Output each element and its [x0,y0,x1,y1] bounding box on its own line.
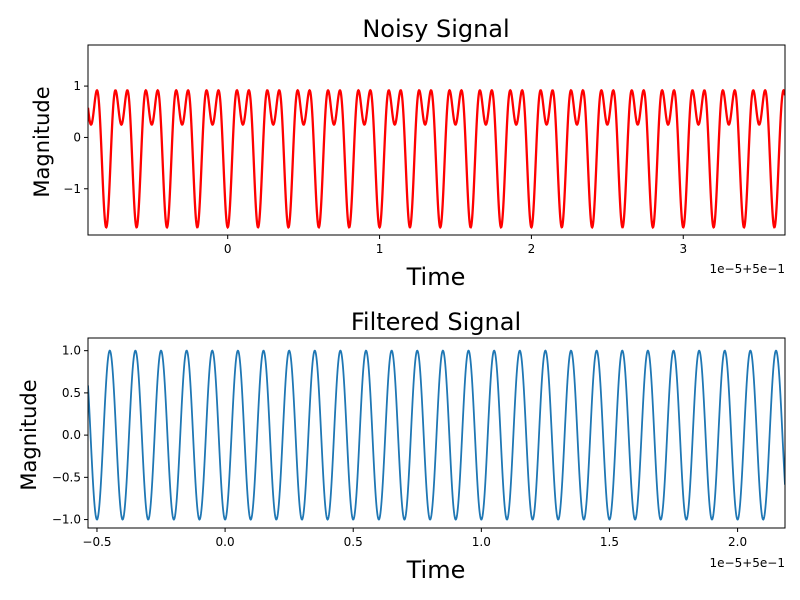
y-tick-label: 0.0 [62,428,81,442]
x-tick-label: 2.0 [728,535,747,549]
x-tick-label: 1 [376,242,384,256]
x-tick-label: 2 [528,242,536,256]
chart-title: Filtered Signal [351,308,521,336]
series-line [88,88,785,230]
x-axis-label: Time [406,263,466,291]
y-tick-label: −0.5 [52,470,81,484]
x-tick-label: 1.5 [600,535,619,549]
x-axis-ticks: 0 1 2 3 [224,235,687,256]
plot-frame [87,44,786,236]
filtered-signal-panel: Filtered Signal −0.5 0.0 0.5 1.0 1.5 2.0… [17,308,786,584]
y-tick-label: 0 [73,130,81,144]
series-line [88,349,785,521]
x-axis-ticks: −0.5 0.0 0.5 1.0 1.5 2.0 [82,528,747,549]
y-axis-label: Magnitude [17,379,41,490]
x-offset-label: 1e−5+5e−1 [710,556,785,570]
noisy-signal-panel: Noisy Signal 0 1 2 3 −1 0 1 Time Magnitu… [30,15,786,291]
plot-frame [87,337,786,529]
y-tick-label: 1 [73,79,81,93]
x-tick-label: 0.5 [344,535,363,549]
y-tick-label: −1 [63,182,81,196]
x-tick-label: 1.0 [472,535,491,549]
y-tick-label: 1.0 [62,344,81,358]
y-axis-label: Magnitude [30,86,54,197]
y-axis-ticks: −1.0 −0.5 0.0 0.5 1.0 [52,344,88,527]
chart-title: Noisy Signal [362,15,509,43]
x-tick-label: 0 [224,242,232,256]
x-tick-label: −0.5 [82,535,111,549]
x-tick-label: 0.0 [216,535,235,549]
x-offset-label: 1e−5+5e−1 [710,262,785,276]
y-tick-label: 0.5 [62,386,81,400]
x-tick-label: 3 [679,242,687,256]
x-axis-label: Time [406,556,466,584]
y-tick-label: −1.0 [52,513,81,527]
y-axis-ticks: −1 0 1 [63,79,88,196]
